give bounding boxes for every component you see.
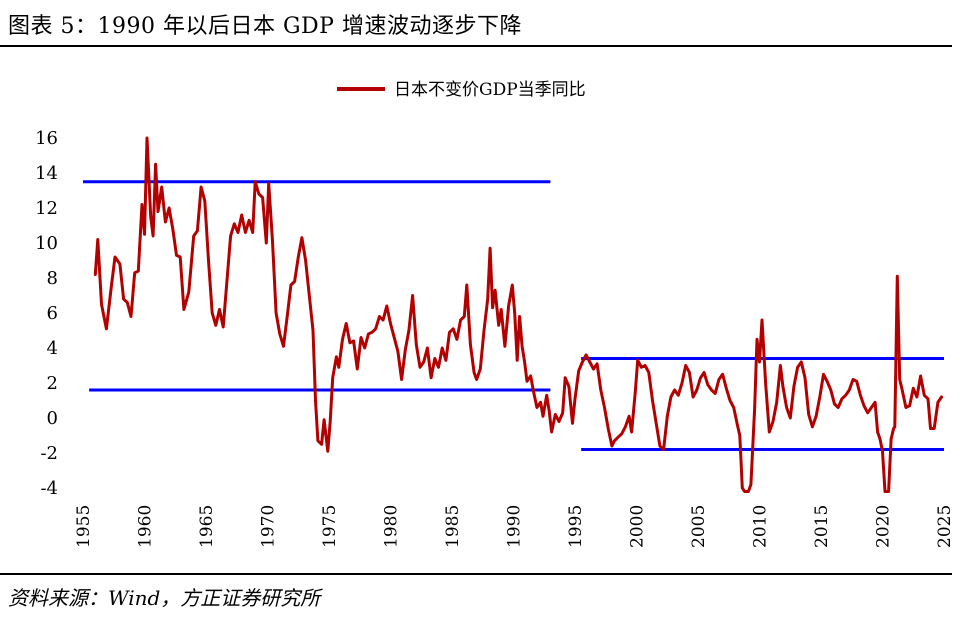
y-tick-label: 10	[35, 233, 58, 254]
plot-area	[93, 136, 943, 493]
source-divider	[0, 573, 952, 575]
x-tick-label: 1995	[566, 505, 586, 548]
y-tick-label: 12	[35, 198, 58, 219]
source-note: 资料来源：Wind，方正证券研究所	[8, 586, 321, 610]
chart-legend: 日本不变价GDP当季同比	[337, 80, 586, 100]
x-tick-label: 2020	[874, 505, 894, 548]
x-tick-label: 2005	[689, 505, 709, 548]
reference-bands	[83, 180, 944, 451]
y-tick-label: -4	[40, 478, 58, 499]
y-tick-label: 14	[35, 163, 58, 184]
x-tick-label: 2025	[935, 505, 955, 548]
y-tick-label: -2	[40, 443, 58, 464]
x-tick-label: 1970	[259, 505, 279, 548]
title-divider	[0, 45, 952, 47]
y-tick-label: 2	[47, 373, 58, 394]
y-tick-label: 8	[47, 268, 58, 289]
x-tick-label: 2000	[628, 505, 648, 548]
x-tick-label: 1975	[320, 505, 340, 548]
x-axis: 1955 1960 1965 1970 1975 1980 1985 1990 1995 2000…	[74, 505, 955, 548]
x-tick-label: 2010	[751, 505, 771, 548]
y-tick-label: 6	[47, 303, 58, 324]
x-tick-label: 1980	[382, 505, 402, 548]
legend-label: 日本不变价GDP当季同比	[394, 80, 586, 100]
series-line	[93, 136, 943, 493]
figure-title: 图表 5：1990 年以后日本 GDP 增速波动逐步下降	[8, 14, 522, 39]
x-tick-label: 2015	[812, 505, 832, 548]
y-tick-label: 4	[47, 338, 58, 359]
x-tick-label: 1965	[197, 505, 217, 548]
x-tick-label: 1985	[443, 505, 463, 548]
y-tick-label: 0	[47, 408, 58, 429]
x-tick-label: 1960	[136, 505, 156, 548]
y-tick-label: 16	[35, 128, 58, 149]
x-tick-label: 1990	[505, 505, 525, 548]
x-tick-label: 1955	[74, 505, 94, 548]
y-axis: -4 -2 0 2 4 6 8 10 12 14 16	[35, 128, 58, 499]
